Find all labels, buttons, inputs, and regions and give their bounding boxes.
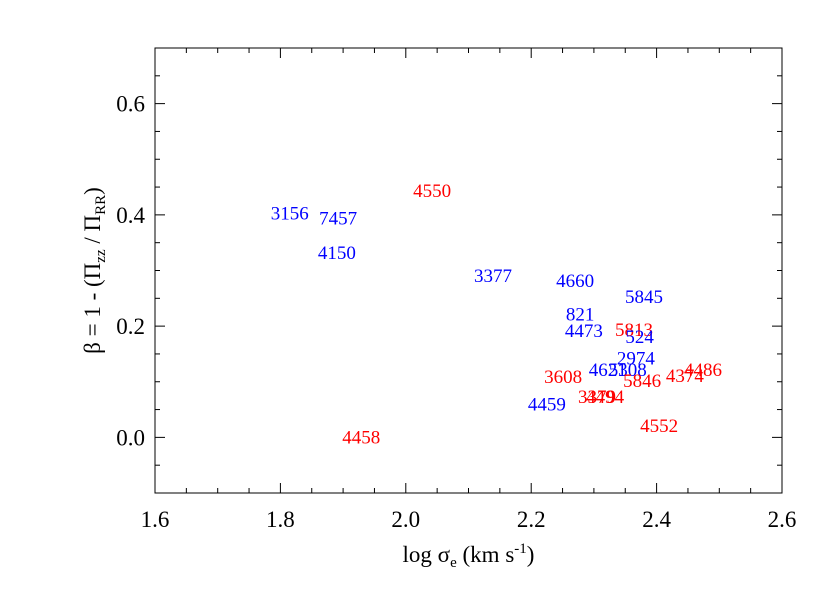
x-tick-label: 2.4 [642,507,671,532]
x-axis-title-part: (km s [457,542,515,567]
point-label: 4486 [684,360,722,381]
point-label: 4552 [640,416,678,437]
x-tick-label: 1.6 [141,507,170,532]
plot-frame [154,47,783,494]
x-tick-label: 2.2 [517,507,546,532]
y-axis-title-part: β = 1 - (Π [80,263,105,354]
point-label: 4459 [528,394,566,415]
point-label: 3377 [474,266,512,287]
point-label: 4374 [666,366,705,387]
point-label: 3379 [578,387,616,408]
y-tick-label: 0.0 [116,425,145,450]
point-label: 3608 [544,367,582,388]
y-tick-label: 0.4 [116,203,145,228]
point-label: 5846 [623,371,661,392]
x-axis-title-part: ) [527,542,535,567]
point-label: 4150 [318,243,356,264]
point-label: 5813 [615,320,653,341]
point-label: 3156 [271,204,309,225]
point-label: 4660 [556,271,594,292]
y-axis-title-part: / Π [80,215,105,250]
point-label: 4621 [589,360,627,381]
y-axis-title-part: RR [93,195,109,215]
x-tick-label: 2.0 [391,507,420,532]
x-axis-title-part: e [450,555,457,571]
point-label: 5845 [625,287,663,308]
point-label: 4494 [586,387,625,408]
y-axis-title-part: zz [93,249,109,263]
y-axis-title: β = 1 - (Πzz / ΠRR) [80,187,109,354]
x-axis-title-part: log σ [403,542,451,567]
x-axis-title-part: -1 [514,541,527,557]
point-label: 4473 [565,321,603,342]
point-label: 7457 [319,209,357,230]
point-label: 2974 [617,348,656,369]
y-tick-label: 0.2 [116,314,145,339]
x-axis-title: log σe (km s-1) [403,541,535,571]
point-label: 4458 [342,427,380,448]
x-tick-label: 2.6 [768,507,797,532]
point-label: 4550 [413,181,451,202]
y-tick-label: 0.6 [116,92,145,117]
point-label: 821 [566,304,595,325]
point-label: 524 [625,327,654,348]
point-label: 5308 [609,360,647,381]
x-tick-label: 1.8 [266,507,295,532]
y-axis-title-part: ) [80,187,105,195]
